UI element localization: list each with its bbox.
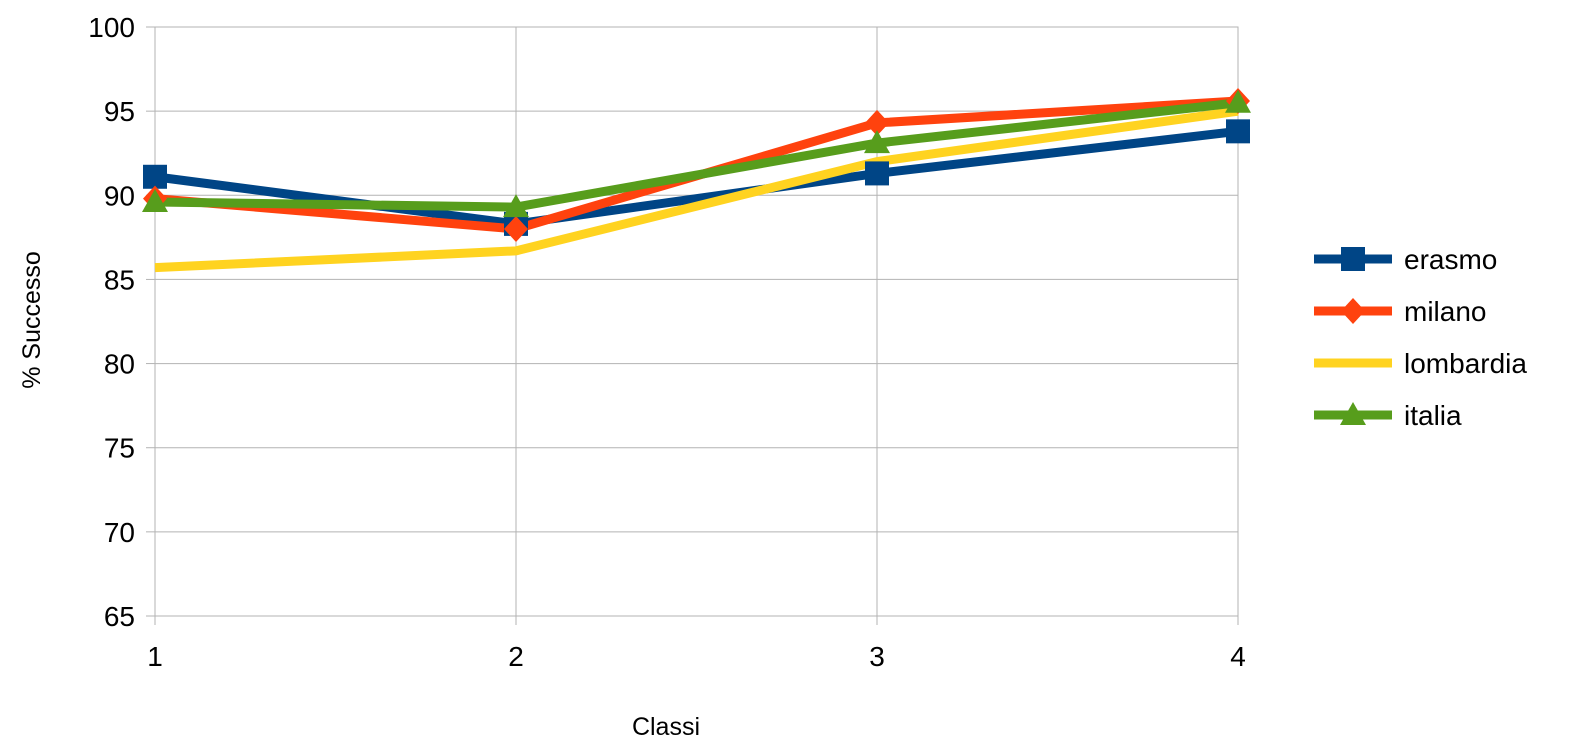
series-markers <box>142 88 1251 242</box>
data-point-italia <box>864 130 890 154</box>
y-tick-label: 70 <box>104 517 135 548</box>
data-point-italia <box>503 194 529 218</box>
legend-item-italia: italia <box>1314 400 1462 431</box>
x-tick-label: 1 <box>147 641 163 672</box>
y-axis-title: % Successo <box>18 251 46 389</box>
series-line-italia <box>154 98 1239 212</box>
legend-label-milano: milano <box>1404 296 1486 327</box>
series-line-lombardia <box>154 106 1239 273</box>
legend-label-italia: italia <box>1404 400 1462 431</box>
data-point-erasmo <box>1226 119 1250 144</box>
y-tick-label: 90 <box>104 180 135 211</box>
data-point-milano <box>504 215 528 242</box>
y-tick-label: 100 <box>88 12 135 43</box>
x-axis-ticks: 1 2 3 4 <box>147 641 1246 672</box>
y-tick-label: 65 <box>104 601 135 632</box>
x-tick-label: 3 <box>869 641 885 672</box>
x-tick-label: 2 <box>508 641 524 672</box>
legend-item-lombardia: lombardia <box>1314 348 1527 379</box>
data-point-milano <box>865 109 889 136</box>
legend-label-lombardia: lombardia <box>1404 348 1527 379</box>
y-tick-label: 75 <box>104 433 135 464</box>
y-tick-label: 85 <box>104 264 135 295</box>
data-point-erasmo <box>143 164 167 189</box>
y-axis-ticks: 65 70 75 80 85 90 95 100 <box>88 12 135 632</box>
legend-marker-milano <box>1341 298 1365 324</box>
data-point-erasmo <box>865 161 889 186</box>
y-tick-label: 95 <box>104 96 135 127</box>
series-lines <box>154 96 1239 273</box>
x-axis-title: Classi <box>632 713 700 741</box>
data-point-italia <box>1225 89 1251 113</box>
y-tick-label: 80 <box>104 349 135 380</box>
legend-item-erasmo: erasmo <box>1314 244 1497 275</box>
legend: erasmo milano lombardia italia <box>1314 244 1527 431</box>
legend-label-erasmo: erasmo <box>1404 244 1497 275</box>
legend-marker-italia <box>1340 402 1366 425</box>
data-point-italia <box>142 189 168 213</box>
x-tick-label: 4 <box>1230 641 1246 672</box>
legend-marker-erasmo <box>1341 247 1365 271</box>
plot-area-frame <box>154 26 1239 617</box>
legend-item-milano: milano <box>1314 296 1486 327</box>
